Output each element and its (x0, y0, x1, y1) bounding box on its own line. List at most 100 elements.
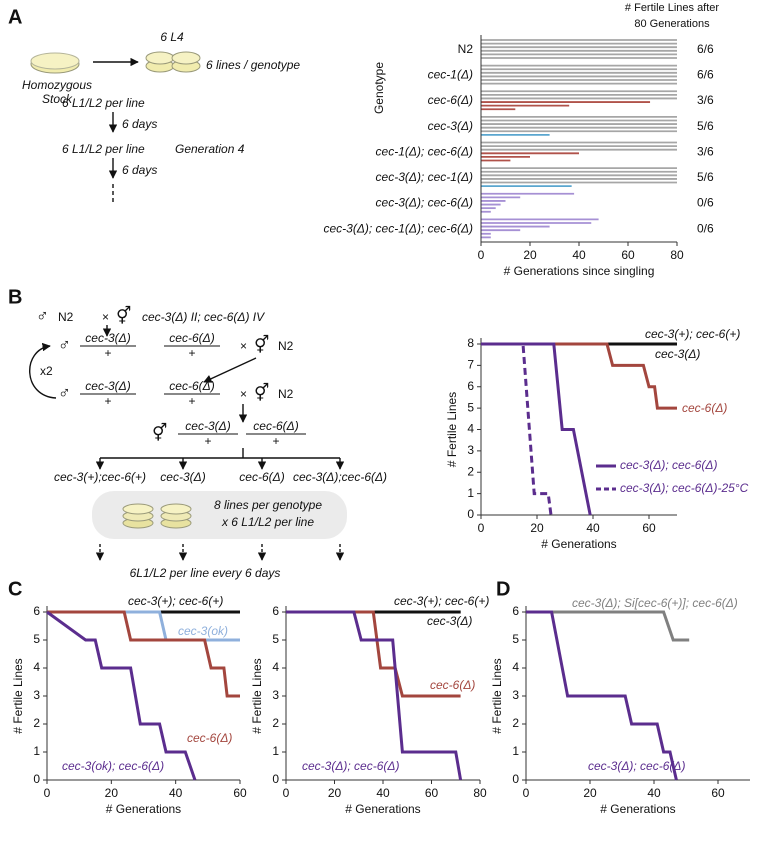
genotype-label: cec-1(Δ) (428, 68, 473, 82)
panel-label: B (8, 286, 22, 308)
y-tick-label: 0 (272, 772, 279, 786)
fertile-label: 5/6 (697, 170, 714, 184)
herm-symbol: ⚥ (152, 422, 167, 442)
y-tick-label: 1 (33, 744, 40, 758)
genotype-label: cec-3(Δ);cec-6(Δ) (293, 470, 387, 484)
herm-symbol: ⚥ (116, 305, 131, 325)
x-tick-label: 40 (586, 521, 600, 535)
repeat-label: x2 (40, 364, 53, 378)
genotype-bottom: + (204, 434, 211, 448)
genotype-label: N2 (458, 42, 474, 56)
series-label: cec-6(Δ) (682, 401, 727, 415)
series-label: cec-3(Δ) (427, 614, 472, 628)
stock-label: Stock (42, 92, 73, 106)
lines-label: 6 lines / genotype (206, 58, 300, 72)
x-tick-label: 60 (642, 521, 656, 535)
cross: × (240, 387, 247, 401)
series-line (46, 610, 197, 781)
y-tick-label: 0 (512, 772, 519, 786)
cross: × (102, 310, 109, 324)
genotype-bottom: + (188, 346, 195, 360)
dish (122, 503, 154, 515)
l4-label: 6 L4 (160, 30, 184, 44)
days-label: 6 days (122, 117, 157, 131)
y-tick-label: 2 (33, 716, 40, 730)
y-tick-label: 1 (467, 486, 474, 500)
male-symbol: ♂ (58, 335, 71, 354)
strain: N2 (278, 387, 294, 401)
series-label: cec-3(+); cec-6(+) (645, 327, 740, 341)
x-tick-label: 60 (233, 786, 247, 800)
chart-title: # Fertile Lines after (625, 2, 719, 14)
series-line (526, 610, 678, 781)
x-tick-label: 0 (523, 786, 530, 800)
x-tick-label: 0 (44, 786, 51, 800)
box-label: 8 lines per genotype (214, 498, 322, 512)
x-tick-label: 0 (283, 786, 290, 800)
x-tick-label: 20 (105, 786, 119, 800)
generation-label: Generation 4 (175, 142, 245, 156)
y-tick-label: 2 (467, 464, 474, 478)
x-tick-label: 0 (478, 248, 485, 262)
series-label: cec-3(ok); cec-6(Δ) (62, 759, 164, 773)
strain: N2 (278, 339, 294, 353)
dish (145, 51, 175, 65)
fertile-label: 3/6 (697, 144, 714, 158)
y-tick-label: 8 (467, 336, 474, 350)
genotype-label: cec-3(Δ); cec-6(Δ) (376, 196, 473, 210)
x-axis-title: # Generations (106, 802, 181, 816)
y-axis-title: Genotype (372, 62, 386, 114)
genotype-label: cec-3(Δ); cec-1(Δ) (376, 170, 473, 184)
x-tick-label: 20 (530, 521, 544, 535)
y-tick-label: 3 (33, 688, 40, 702)
fertile-label: 6/6 (697, 42, 714, 56)
x-tick-label: 80 (473, 786, 487, 800)
schematic-a: Homozygous Stock 6 L4 6 lines / genotype… (22, 30, 300, 204)
series-label: cec-3(+); cec-6(+) (394, 594, 489, 608)
x-tick-label: 40 (169, 786, 183, 800)
y-axis-title: # Fertile Lines (250, 658, 264, 733)
y-tick-label: 0 (33, 772, 40, 786)
y-tick-label: 3 (512, 688, 519, 702)
y-tick-label: 6 (272, 604, 279, 618)
y-axis-title: # Fertile Lines (490, 658, 504, 733)
footer: 6L1/L2 per line every 6 days (130, 566, 281, 580)
cross: × (240, 339, 247, 353)
series-line (481, 342, 677, 410)
series-line (286, 610, 463, 781)
genotype-top: cec-6(Δ) (169, 331, 214, 345)
series-label: cec-3(Δ) (655, 347, 700, 361)
genotype-top: cec-3(Δ) (85, 331, 130, 345)
genotype-top: cec-6(Δ) (169, 379, 214, 393)
y-tick-label: 1 (512, 744, 519, 758)
y-axis-title: # Fertile Lines (445, 392, 459, 467)
y-tick-label: 6 (512, 604, 519, 618)
series-label: cec-3(Δ); Si[cec-6(+)]; cec-6(Δ) (572, 596, 738, 610)
genotype-label: cec-3(+);cec-6(+) (54, 470, 146, 484)
fertile-label: 0/6 (697, 221, 714, 235)
herm-symbol: ⚥ (254, 334, 269, 354)
y-tick-label: 0 (467, 507, 474, 521)
genotype-label: cec-1(Δ); cec-6(Δ) (376, 144, 473, 158)
fertile-label: 5/6 (697, 119, 714, 133)
fertile-label: 0/6 (697, 196, 714, 210)
y-tick-label: 4 (512, 660, 519, 674)
legend-label: cec-3(Δ); cec-6(Δ) (620, 458, 717, 472)
y-tick-label: 5 (272, 632, 279, 646)
x-tick-label: 60 (621, 248, 635, 262)
herm-symbol: ⚥ (254, 382, 269, 402)
genotype-label: cec-3(Δ) (160, 470, 205, 484)
y-tick-label: 2 (512, 716, 519, 730)
series-label: cec-6(Δ) (187, 731, 232, 745)
step-label: 6 L1/L2 per line (62, 96, 145, 110)
genotype-label: cec-6(Δ) (428, 93, 473, 107)
x-tick-label: 20 (523, 248, 537, 262)
schematic-b: ♂ N2 × ⚥ cec-3(Δ) II; cec-6(Δ) IV ♂ cec-… (29, 305, 387, 580)
x-axis-title: # Generations (541, 537, 616, 551)
series-line (286, 610, 461, 698)
series-label: cec-6(Δ) (430, 678, 475, 692)
x-tick-label: 40 (376, 786, 390, 800)
series-label: cec-3(Δ); cec-6(Δ) (588, 759, 685, 773)
